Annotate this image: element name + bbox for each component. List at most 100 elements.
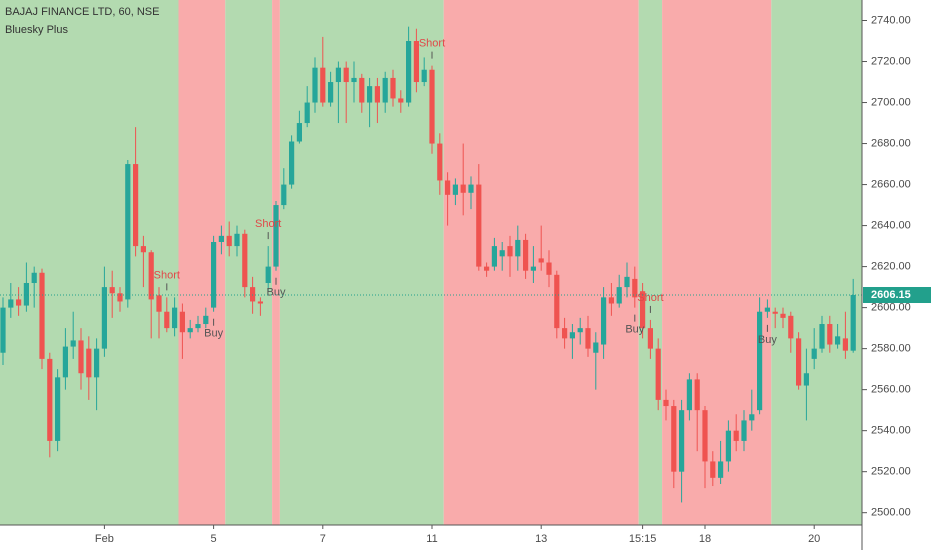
candle-body xyxy=(242,233,248,288)
candle-body xyxy=(328,82,334,103)
candle-body xyxy=(374,86,380,103)
candle-body xyxy=(452,184,458,195)
candle-body xyxy=(367,86,373,103)
candle-body xyxy=(788,315,794,339)
candle-body xyxy=(39,272,45,359)
candle-body xyxy=(312,67,318,103)
candle-body xyxy=(476,184,482,267)
candle-body xyxy=(554,274,560,329)
signal-zone xyxy=(638,0,663,525)
signal-label: Short xyxy=(255,218,281,230)
candle-body xyxy=(655,348,661,400)
candle-body xyxy=(140,246,146,253)
y-tick-label: 2660.00 xyxy=(871,178,911,190)
candle-body xyxy=(304,102,310,124)
candle-body xyxy=(601,297,607,345)
candle-body xyxy=(101,287,107,349)
last-price-badge xyxy=(863,287,931,304)
candle-body xyxy=(530,266,536,271)
candle-body xyxy=(273,205,279,267)
candle-body xyxy=(749,414,755,421)
y-tick-label: 2500.00 xyxy=(871,507,911,519)
x-tick-label: Feb xyxy=(95,533,114,545)
candle-body xyxy=(679,410,685,472)
candle-body xyxy=(819,324,825,349)
y-tick-label: 2560.00 xyxy=(871,384,911,396)
x-tick-label: 15:15 xyxy=(629,533,657,545)
candle-body xyxy=(811,348,817,359)
candle-body xyxy=(406,41,412,103)
candle-body xyxy=(546,262,552,275)
candle-body xyxy=(203,315,209,325)
signal-label: Short xyxy=(419,38,445,50)
candle-body xyxy=(179,311,185,333)
candle-body xyxy=(616,287,622,304)
candle-body xyxy=(624,276,630,288)
candle-body xyxy=(117,293,123,302)
candle-body xyxy=(109,287,115,294)
indicator-name: Bluesky Plus xyxy=(5,24,68,36)
candle-body xyxy=(257,301,263,304)
candle-body xyxy=(725,430,731,462)
candle-body xyxy=(499,250,505,257)
candle-body xyxy=(702,410,708,462)
candle-body xyxy=(718,461,724,478)
candle-body xyxy=(507,246,513,257)
candle-body xyxy=(211,241,217,308)
candle-body xyxy=(523,239,529,271)
candle-body xyxy=(757,311,763,411)
signal-zone xyxy=(771,0,862,525)
candle-body xyxy=(827,324,833,345)
candle-body xyxy=(218,235,224,242)
signal-zone xyxy=(225,0,273,525)
candle-body xyxy=(296,123,302,142)
candle-body xyxy=(842,338,848,351)
candle-body xyxy=(164,311,170,329)
signal-label: Buy xyxy=(267,287,286,299)
candle-body xyxy=(647,328,653,349)
last-price-label: 2606.15 xyxy=(871,289,911,301)
candle-body xyxy=(733,430,739,441)
candle-body xyxy=(195,324,201,329)
y-tick-label: 2580.00 xyxy=(871,343,911,355)
candle-body xyxy=(289,141,295,185)
overlay: Short Buy Short Buy Short Buy Short Buy xyxy=(0,38,862,346)
candle-body xyxy=(55,377,61,441)
candle-body xyxy=(320,67,326,103)
candle-body xyxy=(226,235,232,247)
candle-body xyxy=(515,239,521,257)
candle-body xyxy=(382,77,388,103)
candle-body xyxy=(148,252,154,300)
signal-label: Buy xyxy=(204,328,223,340)
candle-body xyxy=(491,246,497,267)
candle-body xyxy=(359,77,365,103)
candle-body xyxy=(850,295,856,351)
x-tick-label: 13 xyxy=(535,533,547,545)
signal-label: Buy xyxy=(758,334,777,346)
candle-body xyxy=(569,332,575,339)
candle-body xyxy=(398,98,404,103)
candle-body xyxy=(86,348,92,378)
candle-body xyxy=(0,307,6,353)
candle-body xyxy=(351,77,357,83)
candle-body xyxy=(429,69,435,144)
candle-body xyxy=(764,307,770,312)
candle-body xyxy=(47,358,53,441)
y-tick-label: 2720.00 xyxy=(871,55,911,67)
candle-body xyxy=(234,233,240,247)
candle-body xyxy=(835,336,841,345)
candle-body xyxy=(593,342,599,353)
candle-body xyxy=(468,184,474,193)
y-tick-label: 2740.00 xyxy=(871,14,911,26)
candle-body xyxy=(390,77,396,99)
candle-body xyxy=(94,348,100,378)
chart-title: BAJAJ FINANCE LTD, 60, NSE xyxy=(5,6,159,18)
x-tick-label: 7 xyxy=(320,533,326,545)
signal-label: Short xyxy=(637,292,663,304)
y-tick-label: 2540.00 xyxy=(871,425,911,437)
candle-body xyxy=(445,180,451,195)
candle-body xyxy=(78,340,84,374)
y-tick-label: 2520.00 xyxy=(871,466,911,478)
candle-body xyxy=(31,272,37,284)
